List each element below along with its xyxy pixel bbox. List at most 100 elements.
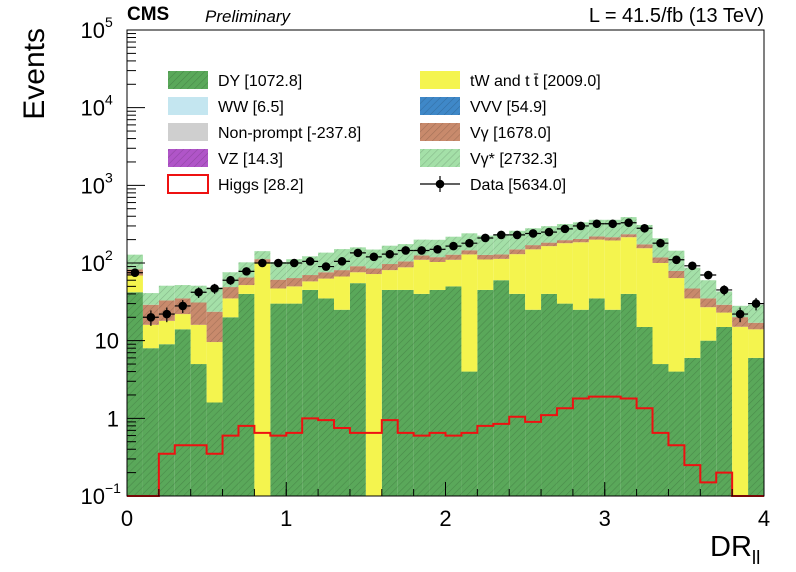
bar-hatch-2-27	[556, 240, 573, 244]
lumi-label: L = 41.5/fb (13 TeV)	[589, 5, 764, 27]
data-point-13	[337, 257, 347, 266]
bar-hatch-3-39	[748, 304, 764, 323]
bar-hatch-2-37	[716, 304, 733, 313]
bar-hatch-0-28	[572, 309, 589, 496]
bar-hatch-0-16	[381, 289, 398, 496]
bar-hatch-0-34	[668, 371, 685, 496]
bar-hatch-0-24	[509, 293, 526, 496]
stack-bars-layer	[127, 217, 764, 496]
bar-1-9	[270, 288, 287, 304]
bar-hatch-2-21	[461, 250, 478, 255]
legend: DY [1072.8] WW [6.5] Non-prompt [-237.8] VZ…	[167, 71, 601, 194]
bar-hatch-0-4	[190, 364, 207, 496]
bar-hatch-2-29	[588, 236, 605, 240]
bar-hatch-2-16	[381, 264, 398, 271]
bar-hatch-0-5	[206, 402, 223, 496]
bar-hatch-2-5	[206, 311, 223, 343]
y-tick-label-3: 10	[81, 251, 105, 276]
bar-1-25	[525, 249, 542, 310]
bar-1-39	[748, 329, 764, 358]
x-axis-title: DRll	[710, 531, 760, 569]
bar-hatch-3-22	[477, 235, 494, 255]
bar-1-10	[286, 286, 303, 304]
data-point-26	[544, 227, 554, 237]
data-point-4	[194, 287, 203, 297]
bar-hatch-2-34	[668, 270, 685, 279]
bar-1-11	[302, 281, 319, 290]
bar-hatch-0-11	[302, 289, 319, 496]
bar-1-3	[174, 314, 191, 330]
legend-swatch-hatch-3	[168, 149, 208, 167]
bar-hatch-2-7	[238, 277, 255, 286]
y-tick-label-2: 10	[95, 329, 119, 354]
legend-swatch-1	[168, 97, 208, 115]
bar-hatch-2-39	[748, 322, 764, 330]
legend-label-0: DY [1072.8]	[218, 73, 302, 90]
data-point-17	[401, 246, 410, 255]
data-point-23	[496, 230, 506, 240]
bar-hatch-0-18	[413, 293, 430, 496]
legend-label-8: Vγ* [2732.3]	[470, 151, 557, 168]
bar-1-13	[334, 276, 350, 310]
legend-label-3: VZ [14.3]	[218, 151, 283, 168]
y-tick-label-4: 10	[81, 173, 105, 198]
bar-hatch-0-0	[127, 292, 143, 496]
bar-hatch-2-20	[445, 254, 462, 260]
legend-swatch-hatch-6	[420, 97, 460, 115]
bar-1-36	[700, 307, 717, 341]
bar-1-12	[318, 278, 335, 299]
bar-hatch-0-12	[318, 298, 335, 496]
data-points-layer	[127, 218, 764, 326]
bar-hatch-0-20	[445, 286, 462, 496]
bar-1-21	[461, 254, 478, 372]
bar-hatch-0-27	[556, 303, 573, 496]
bar-hatch-2-30	[604, 237, 621, 241]
data-point-28	[576, 221, 586, 231]
legend-swatch-hatch-7	[420, 123, 460, 141]
bar-hatch-0-22	[477, 289, 494, 496]
data-point-27	[560, 224, 570, 234]
bar-hatch-2-19	[429, 257, 446, 263]
x-tick-label-0: 0	[121, 506, 133, 531]
bar-hatch-3-23	[493, 234, 510, 255]
data-point-19	[433, 245, 442, 254]
y-tick-exp-6: 5	[105, 14, 113, 30]
bar-hatch-0-9	[270, 303, 287, 496]
bar-1-37	[716, 312, 733, 327]
legend-label-5: tW and t t̄ [2009.0]	[470, 73, 601, 90]
legend-swatch-hatch-8	[420, 149, 460, 167]
higgs-step-line	[127, 395, 764, 497]
bar-1-4	[190, 324, 207, 365]
bar-hatch-0-37	[716, 326, 733, 496]
data-point-3	[178, 301, 188, 311]
bar-hatch-2-10	[286, 278, 303, 287]
legend-label-7: Vγ [1678.0]	[470, 125, 551, 142]
bar-hatch-0-1	[142, 348, 159, 496]
bar-hatch-3-8	[254, 251, 271, 260]
legend-label-4: Higgs [28.2]	[218, 177, 303, 194]
data-point-9	[273, 258, 283, 268]
data-point-15	[369, 252, 379, 262]
legend-marker-dot	[435, 179, 445, 189]
data-point-38	[735, 309, 745, 319]
higgs-line-layer	[127, 395, 764, 497]
y-tick-label-5: 10	[81, 96, 105, 121]
bar-1-7	[238, 285, 255, 294]
bar-1-8	[254, 262, 271, 496]
bar-1-19	[429, 262, 446, 290]
bar-hatch-0-17	[397, 289, 414, 496]
y-tick-exp-4: 3	[105, 169, 113, 185]
bar-hatch-2-6	[222, 287, 239, 299]
data-point-21	[465, 238, 474, 248]
bar-1-16	[381, 270, 398, 290]
y-tick-label-6: 10	[81, 18, 105, 43]
bar-1-23	[493, 258, 510, 281]
bar-hatch-3-5	[206, 287, 223, 312]
data-point-30	[608, 219, 618, 229]
bar-hatch-3-0	[127, 254, 143, 270]
data-point-25	[528, 229, 538, 238]
x-tick-label-4: 4	[758, 506, 770, 531]
bar-hatch-3-1	[142, 293, 159, 305]
bar-hatch-2-13	[334, 270, 350, 277]
